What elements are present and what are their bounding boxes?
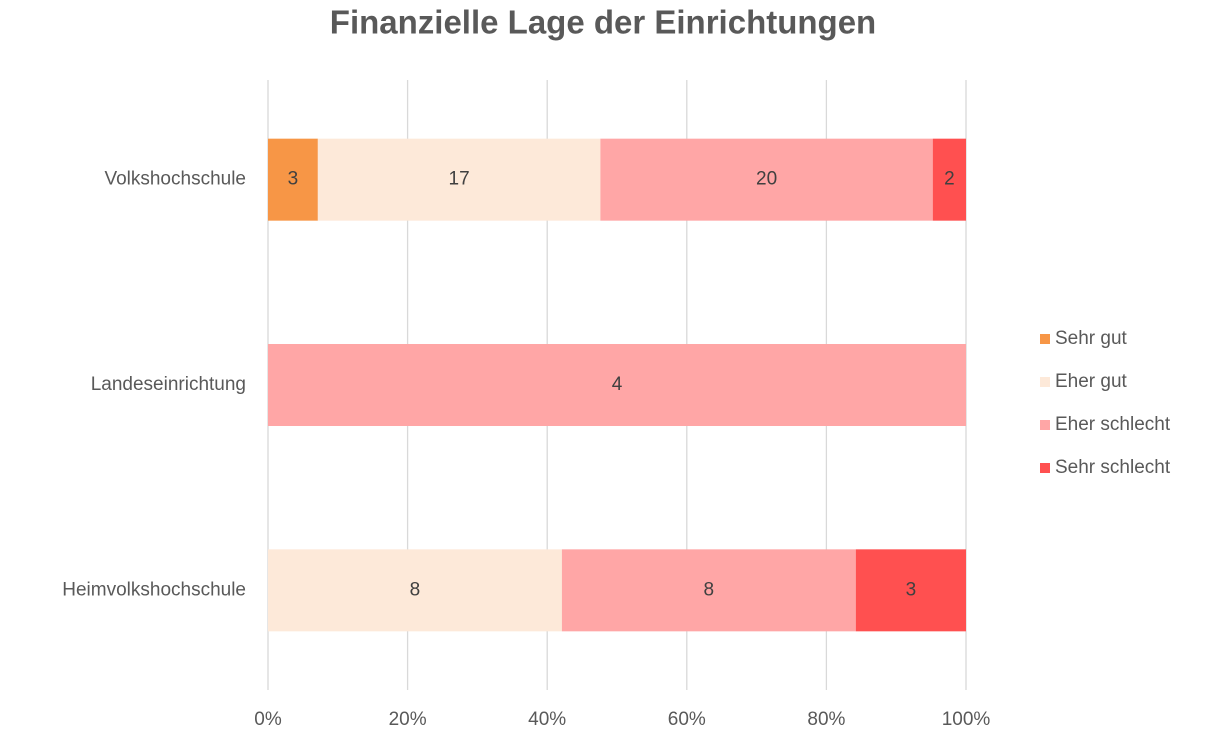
bar-segment (855, 549, 966, 632)
data-label: 3 (906, 579, 917, 600)
legend-swatch (1040, 420, 1050, 430)
legend-swatch (1040, 334, 1050, 344)
bar-segment (600, 138, 933, 221)
bar-segment (268, 549, 562, 632)
x-tick-label: 80% (807, 709, 845, 730)
data-label: 4 (612, 374, 623, 395)
legend-label: Sehr schlecht (1055, 457, 1171, 478)
chart-title: Finanzielle Lage der Einrichtungen (330, 4, 876, 41)
data-label: 20 (756, 169, 777, 190)
data-label: 2 (944, 169, 955, 190)
bar-segment (561, 549, 856, 632)
legend-label: Sehr gut (1055, 328, 1128, 349)
y-tick-label: Heimvolkshochschule (62, 579, 246, 600)
data-label: 8 (704, 579, 715, 600)
data-label: 8 (410, 579, 421, 600)
legend-label: Eher schlecht (1055, 414, 1171, 435)
y-tick-label: Landeseinrichtung (91, 374, 246, 395)
x-tick-label: 0% (254, 709, 282, 730)
bar-segment (317, 138, 601, 221)
x-tick-label: 60% (668, 709, 706, 730)
x-tick-label: 40% (528, 709, 566, 730)
x-tick-label: 100% (942, 709, 991, 730)
x-tick-label: 20% (389, 709, 427, 730)
bar-segment (268, 344, 966, 426)
y-tick-label: Volkshochschule (104, 169, 246, 190)
legend-swatch (1040, 377, 1050, 387)
data-label: 17 (449, 169, 470, 190)
bar-segment (932, 138, 966, 221)
bar-segment (268, 138, 318, 221)
data-label: 3 (288, 169, 299, 190)
legend-label: Eher gut (1055, 371, 1128, 392)
legend-swatch (1040, 463, 1050, 473)
